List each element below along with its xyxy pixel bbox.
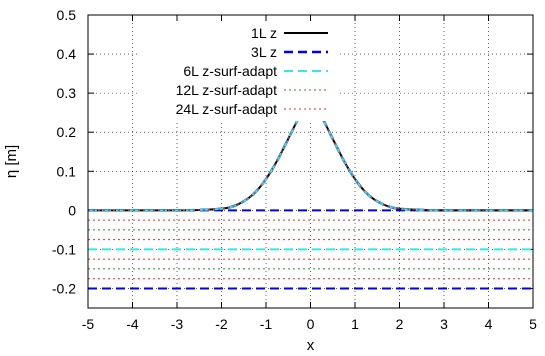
x-tick-label: 1 — [351, 316, 359, 332]
y-tick-label: 0.3 — [57, 85, 77, 101]
legend-label: 6L z-surf-adapt — [183, 63, 277, 79]
y-tick-label: 0.1 — [57, 163, 77, 179]
x-tick-label: -3 — [171, 316, 184, 332]
x-tick-label: -2 — [215, 316, 228, 332]
legend-label: 24L z-surf-adapt — [176, 101, 278, 117]
legend-label: 3L z — [251, 44, 277, 60]
y-tick-label: -0.1 — [52, 241, 76, 257]
layer-lines — [88, 209, 533, 290]
x-tick-labels: -5 -4 -3 -2 -1 0 1 2 3 4 5 — [82, 316, 537, 332]
plot-frame — [87, 14, 534, 309]
x-tick-label: 4 — [485, 316, 493, 332]
y-tick-label: 0.4 — [57, 46, 77, 62]
x-tick-label: -5 — [82, 316, 95, 332]
y-tick-label: 0.2 — [57, 124, 77, 140]
x-tick-label: -1 — [260, 316, 273, 332]
x-tick-label: 3 — [440, 316, 448, 332]
y-tick-label: 0.5 — [57, 7, 77, 23]
legend-label: 1L z — [251, 25, 277, 41]
y-axis-label: η [m] — [3, 145, 20, 178]
x-tick-label: 2 — [396, 316, 404, 332]
x-axis-label: x — [307, 337, 315, 354]
legend-label: 12L z-surf-adapt — [176, 82, 278, 98]
y-tick-label: 0 — [68, 202, 76, 218]
x-tick-label: -4 — [126, 316, 139, 332]
y-tick-label: -0.2 — [52, 280, 76, 296]
y-tick-labels: -0.2 -0.1 0 0.1 0.2 0.3 0.4 0.5 — [52, 7, 76, 296]
series-line — [87, 96, 534, 211]
x-tick-label: 0 — [307, 316, 315, 332]
legend: 1L z 3L z 6L z-surf-adapt 12L z-surf-adapt 2… — [176, 25, 328, 117]
x-tick-label: 5 — [529, 316, 537, 332]
